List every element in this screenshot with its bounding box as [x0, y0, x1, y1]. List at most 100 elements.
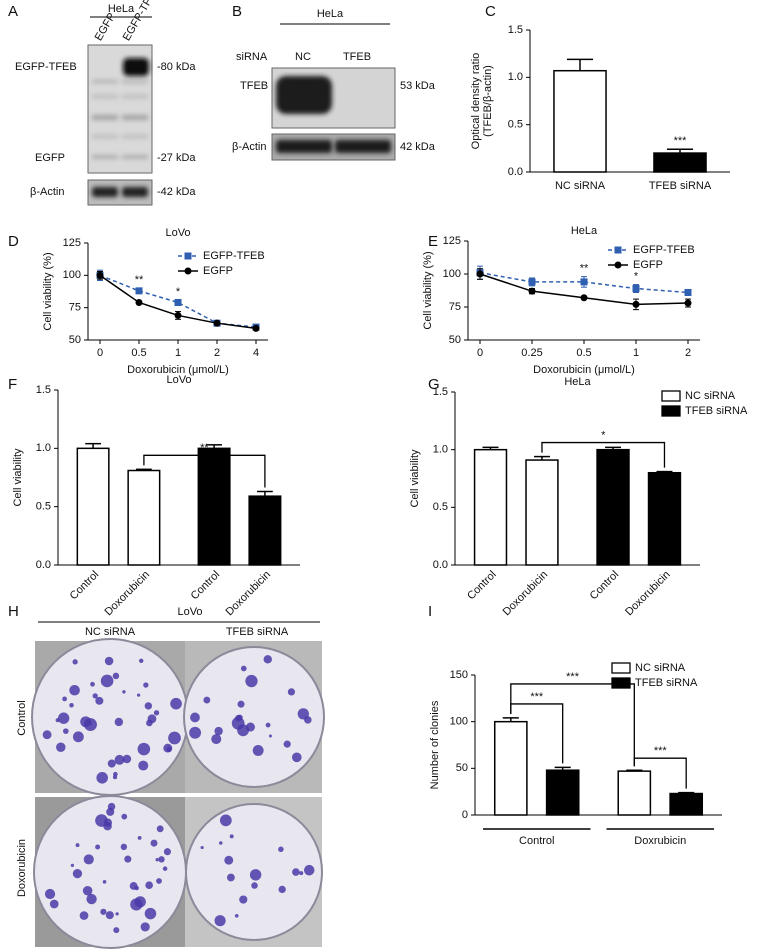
colony	[240, 665, 247, 672]
colony	[82, 885, 93, 896]
panel-label: G	[428, 376, 440, 393]
x-tick-label: 2	[685, 347, 691, 359]
legend-swatch	[661, 390, 681, 402]
marker	[684, 299, 692, 307]
colony	[226, 873, 235, 882]
y-tick-label: 1.0	[36, 442, 51, 454]
colony	[107, 759, 116, 768]
colony	[211, 734, 222, 745]
colony-photos	[31, 638, 325, 949]
colony	[124, 855, 132, 863]
annotation: ***	[654, 745, 668, 757]
x-tick-label: 1	[633, 347, 639, 359]
annotation: *	[176, 286, 181, 298]
colony	[234, 913, 239, 918]
colony	[200, 845, 204, 850]
colony	[214, 915, 226, 927]
annotation: *	[634, 270, 639, 282]
significance-bracket	[510, 703, 564, 764]
blot-band	[276, 140, 332, 153]
y-tick-label: 0.5	[508, 119, 523, 131]
colony	[86, 893, 97, 905]
plate	[183, 646, 325, 788]
colony	[153, 710, 160, 716]
colony	[69, 684, 80, 696]
colony	[189, 726, 202, 739]
colony	[278, 846, 284, 853]
x-tick-label: TFEB siRNA	[649, 180, 712, 192]
marker	[252, 324, 260, 332]
blot-band	[335, 140, 391, 153]
colony	[303, 864, 315, 876]
colony	[278, 885, 286, 894]
colony	[268, 734, 272, 738]
colony	[140, 922, 150, 932]
bar	[525, 459, 559, 566]
marker	[174, 298, 182, 306]
bar	[473, 448, 508, 566]
y-tick-label: 0.5	[433, 501, 448, 513]
marker	[580, 294, 588, 302]
bar	[647, 471, 682, 566]
colony	[44, 888, 56, 900]
colony	[72, 868, 83, 879]
blot-band	[122, 187, 148, 197]
x-tick-label: 0.5	[131, 347, 146, 359]
colony	[265, 722, 271, 728]
y-tick-label: 0.5	[36, 501, 51, 513]
y-tick-label: 50	[69, 334, 81, 346]
marker	[96, 271, 104, 279]
colony	[130, 898, 143, 911]
legend-swatch	[661, 405, 681, 417]
colony	[138, 658, 144, 664]
colony	[122, 690, 126, 694]
colony	[155, 858, 159, 862]
colony	[114, 754, 125, 765]
marker	[684, 288, 692, 296]
marker	[135, 287, 143, 295]
column-label: NC siRNA	[85, 626, 136, 638]
panel-label: I	[428, 603, 432, 620]
y-tick-label: 50	[449, 334, 461, 346]
band-label: β-Actin	[30, 186, 64, 198]
significance-bracket	[510, 683, 635, 767]
colony	[102, 880, 107, 884]
band-label: β-Actin	[232, 141, 266, 153]
plate	[33, 795, 187, 949]
significance-bracket	[143, 454, 266, 488]
y-tick-label: 100	[450, 716, 468, 728]
legend-marker	[184, 252, 192, 260]
annotation: ***	[530, 691, 544, 703]
y-axis-label: Optical density ratio	[470, 53, 482, 150]
colony	[121, 813, 128, 820]
colony	[150, 839, 158, 847]
colony	[120, 843, 128, 851]
y-tick-label: 100	[63, 269, 81, 281]
colony	[72, 659, 78, 665]
colony	[62, 696, 67, 702]
annotation: **	[580, 263, 589, 275]
colony	[190, 712, 200, 723]
colony	[115, 912, 119, 916]
colony	[96, 771, 108, 784]
legend-label: TFEB siRNA	[635, 677, 698, 689]
colony	[57, 712, 70, 724]
colony	[104, 656, 114, 666]
panel-label: C	[485, 3, 496, 20]
colony	[138, 760, 149, 771]
x-tick-label: NC siRNA	[555, 180, 606, 192]
series-line	[479, 271, 689, 294]
colony	[229, 834, 234, 839]
y-tick-label: 50	[456, 762, 468, 774]
y-tick-label: 1.0	[508, 71, 523, 83]
bar	[617, 770, 652, 816]
band-label: EGFP	[35, 152, 65, 164]
colony	[62, 728, 69, 734]
colony	[100, 674, 114, 688]
bar	[596, 448, 630, 566]
panel-label: D	[8, 233, 19, 250]
y-tick-label: 1.5	[36, 384, 51, 396]
colony	[56, 742, 66, 752]
legend-label: EGFP	[633, 259, 663, 271]
colony	[245, 722, 255, 732]
